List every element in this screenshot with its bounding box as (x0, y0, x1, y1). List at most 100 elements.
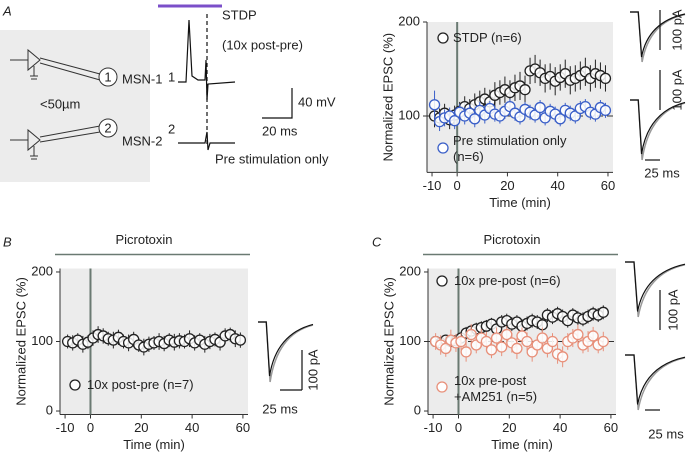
y-tick-label: 100 (31, 333, 53, 348)
y-tick-label: 100 (399, 333, 421, 348)
data-point (455, 335, 467, 348)
x-axis-title: Time (min) (123, 437, 185, 452)
y-axis-title: Normalized EPSC (%) (381, 277, 396, 406)
x-tick-label: 40 (550, 178, 564, 193)
inset-trace (630, 99, 686, 161)
scale-label: 20 ms (262, 123, 298, 138)
trace-row: 2 (168, 121, 175, 136)
treatment-label: Picrotoxin (483, 232, 540, 247)
data-point (536, 332, 548, 344)
data-point (480, 335, 493, 348)
legend-marker (436, 381, 448, 393)
data-point (597, 306, 609, 318)
data-point (511, 342, 523, 355)
y-tick-label: 0 (414, 402, 421, 417)
legend-label: 10x pre-post +AM251 (n=5) (454, 373, 538, 404)
cell-number: 1 (104, 69, 111, 84)
panel-label: A (2, 3, 12, 18)
x-tick-label: 20 (502, 420, 516, 435)
legend-marker (437, 142, 449, 154)
distance-label: <50µm (40, 96, 80, 111)
inset-trace (625, 261, 686, 312)
x-tick-label: 20 (134, 420, 148, 435)
data-point (519, 84, 531, 96)
x-tick-label: 60 (604, 420, 618, 435)
legend-marker (69, 379, 81, 391)
scale-label: 25 ms (648, 426, 684, 441)
data-point (554, 113, 566, 125)
trace-caption: Pre stimulation only (215, 151, 329, 166)
y-tick-label: 0 (46, 402, 53, 417)
x-tick-label: -10 (424, 420, 443, 435)
y-tick-label: 200 (399, 263, 421, 278)
legend-label: 10x pre-post (n=6) (454, 273, 561, 288)
x-tick-label: 40 (553, 420, 567, 435)
legend-label: Pre stimulation only (n=6) (453, 133, 567, 164)
x-tick-label: 40 (185, 420, 199, 435)
cell-label: MSN-2 (122, 133, 162, 148)
legend-label: STDP (n=6) (453, 30, 522, 45)
data-point (587, 330, 599, 342)
x-axis-title: Time (min) (491, 437, 553, 452)
data-point (599, 104, 612, 117)
data-point (597, 335, 609, 348)
panel-label: B (3, 234, 12, 249)
scale-label: 40 mV (298, 94, 336, 109)
x-tick-label: 0 (454, 178, 461, 193)
data-point (460, 346, 472, 358)
cell-label: MSN-1 (122, 71, 162, 86)
data-point (521, 335, 533, 348)
data-point (599, 72, 612, 85)
data-point (440, 342, 452, 355)
inset-trace (625, 354, 686, 411)
data-point (572, 328, 584, 341)
data-point (534, 101, 546, 114)
data-point (465, 328, 477, 341)
data-point (501, 328, 513, 341)
recording-diagram (0, 30, 150, 182)
data-point (485, 344, 498, 356)
scale-label: 25 ms (262, 401, 298, 416)
y-tick-label: 200 (398, 13, 420, 28)
scale-label: 100 pA (665, 289, 680, 331)
inset-trace (625, 354, 686, 405)
cell-number: 2 (104, 120, 111, 135)
inset-trace (258, 321, 314, 383)
inset-trace (258, 321, 314, 377)
x-tick-label: -10 (423, 178, 442, 193)
y-tick-label: 200 (31, 263, 53, 278)
inset-trace (630, 11, 686, 58)
x-tick-label: 60 (601, 178, 615, 193)
voltage-traces (158, 4, 293, 151)
data-point (556, 351, 569, 363)
legend-marker (437, 32, 449, 44)
data-point (448, 115, 461, 127)
inset-trace (630, 99, 686, 155)
data-point (234, 334, 247, 346)
trace-title: STDP (222, 7, 257, 22)
y-tick-label: 100 (398, 107, 420, 122)
panel-label: C (372, 234, 382, 249)
scale-label: 100 pA (669, 69, 684, 111)
y-axis-title: Normalized EPSC (%) (380, 33, 395, 162)
data-point (546, 335, 559, 348)
data-point (469, 113, 481, 125)
inset-trace (625, 261, 686, 318)
x-axis-title: Time (min) (489, 195, 551, 210)
data-point (490, 332, 503, 344)
data-point (496, 341, 508, 353)
x-tick-label: 0 (455, 420, 462, 435)
x-tick-label: -10 (56, 420, 75, 435)
y-axis-title: Normalized EPSC (%) (13, 277, 28, 406)
scale-label: 100 pA (669, 9, 684, 51)
x-tick-label: 60 (236, 420, 250, 435)
legend-label: 10x post-pre (n=7) (87, 377, 194, 392)
x-tick-label: 20 (500, 178, 514, 193)
scale-label: 100 pA (305, 349, 320, 391)
trace-subtitle: (10x post-pre) (222, 37, 303, 52)
data-point (428, 99, 441, 111)
scale-label: 25 ms (644, 165, 680, 180)
trace-row: 1 (168, 69, 175, 84)
